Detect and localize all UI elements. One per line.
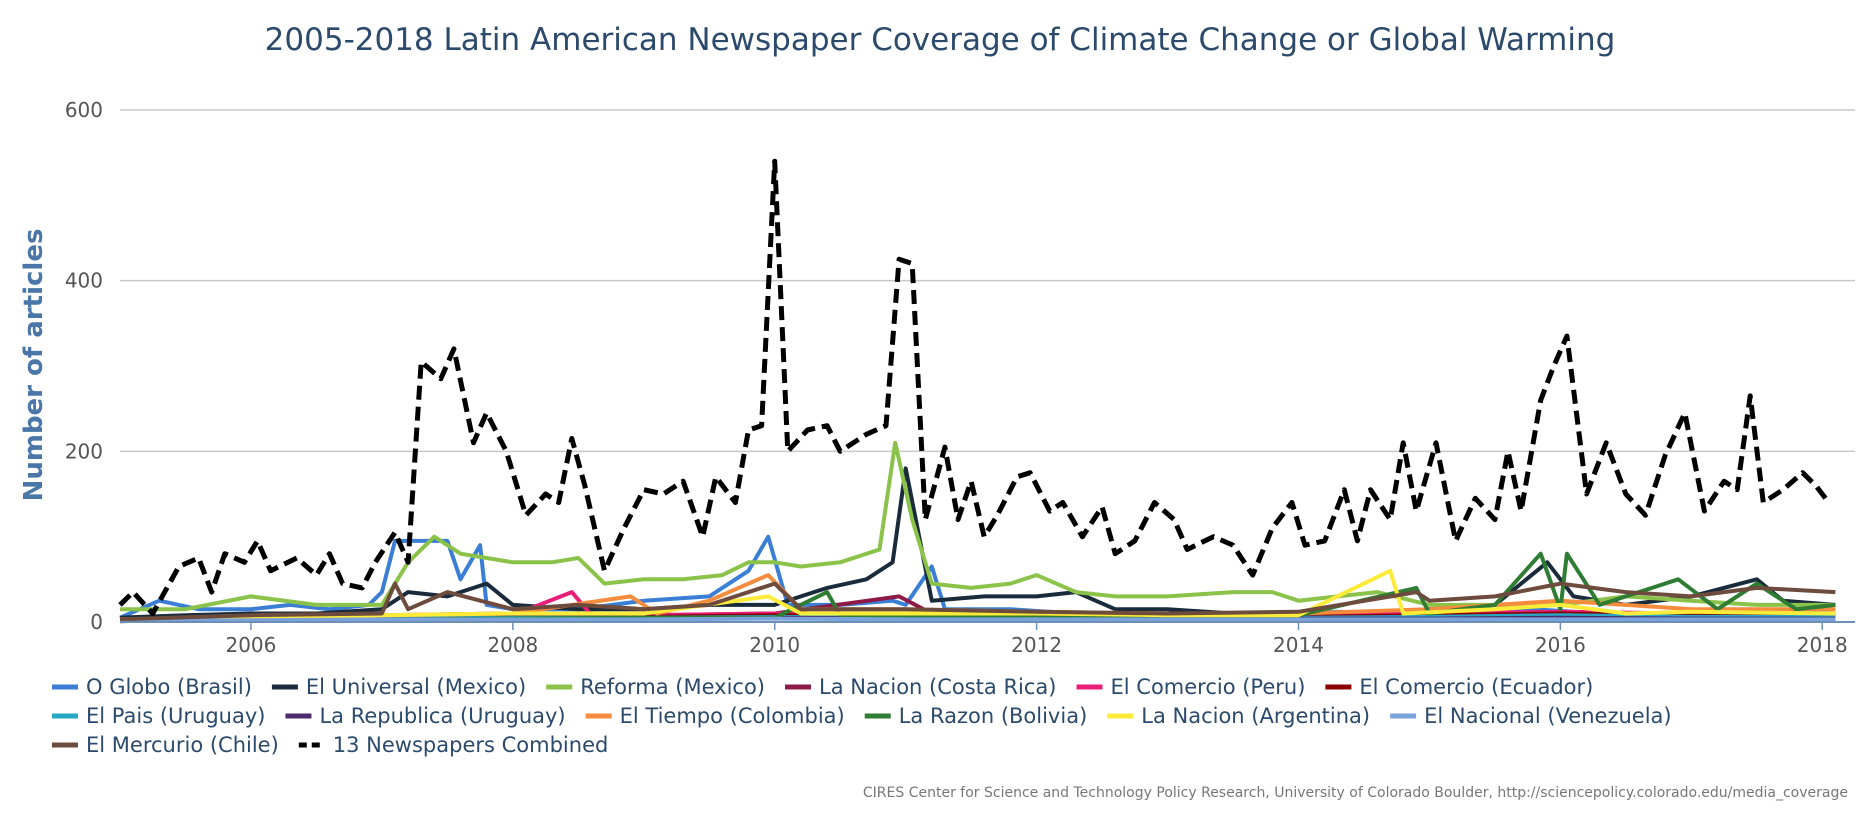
x-tick-label: 2014	[1273, 633, 1324, 657]
series-line-el-nacional-venezuela	[119, 616, 1836, 624]
y-tick-label: 0	[90, 610, 103, 634]
legend-entry-label: La Republica (Uruguay)	[319, 704, 565, 728]
series-lines	[118, 158, 1836, 624]
chart-title: 2005-2018 Latin American Newspaper Cover…	[265, 22, 1616, 58]
x-tick-label: 2008	[487, 633, 538, 657]
source-credit: CIRES Center for Science and Technology …	[863, 785, 1848, 801]
legend-entry-label: La Nacion (Argentina)	[1141, 704, 1370, 728]
legend: O Globo (Brasil) El Universal (Mexico) Ref…	[52, 675, 1672, 757]
legend-entry-label: El Comercio (Peru)	[1111, 675, 1306, 699]
y-tick-label: 200	[65, 439, 103, 463]
legend-entry-label: El Nacional (Venezuela)	[1424, 704, 1672, 728]
legend-entry-label: O Globo (Brasil)	[86, 675, 252, 699]
x-tick-label: 2016	[1535, 633, 1586, 657]
series-line-13-newspapers-combined	[118, 158, 1831, 616]
legend-entry-label: El Universal (Mexico)	[306, 675, 526, 699]
legend-entry-label: El Mercurio (Chile)	[86, 733, 279, 757]
y-axis-label: Number of articles	[19, 229, 49, 502]
x-tick-label: 2010	[749, 633, 800, 657]
y-tick-label: 400	[65, 269, 103, 293]
y-axis-ticks: 0 200 400 600	[65, 98, 103, 634]
legend-entry-label: El Comercio (Ecuador)	[1359, 675, 1593, 699]
legend-entry-label: Reforma (Mexico)	[580, 675, 765, 699]
legend-entry-label: 13 Newspapers Combined	[333, 733, 609, 757]
gridlines	[120, 109, 1855, 453]
x-axis-ticks: 2006 2008 2010 2012 2014 2016 2018	[225, 622, 1848, 657]
series-line-el-universal-mexico	[119, 466, 1836, 620]
legend-entry-label: El Tiempo (Colombia)	[620, 704, 845, 728]
legend-entry-label: El Pais (Uruguay)	[86, 704, 265, 728]
legend-entry-label: La Nacion (Costa Rica)	[819, 675, 1057, 699]
x-tick-label: 2006	[225, 633, 276, 657]
x-tick-label: 2012	[1011, 633, 1062, 657]
x-tick-label: 2018	[1797, 633, 1848, 657]
legend-entry-label: La Razon (Bolivia)	[899, 704, 1088, 728]
series-line-el-mercurio-chile	[119, 581, 1836, 622]
y-tick-label: 600	[65, 98, 103, 122]
